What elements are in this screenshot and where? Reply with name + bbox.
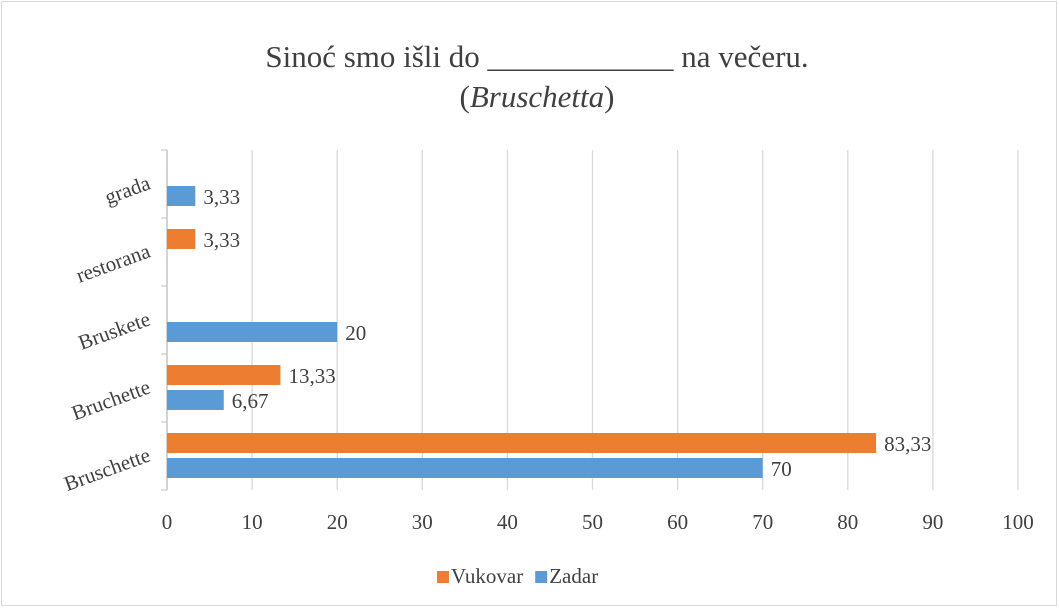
subtitle-part: (: [460, 79, 470, 114]
data-label: 83,33: [884, 432, 931, 456]
data-label: 3,33: [203, 185, 240, 209]
data-label: 13,33: [288, 364, 335, 388]
legend-swatch: [535, 571, 548, 583]
bar: [167, 186, 196, 206]
chart-subtitle: (Bruschetta): [460, 79, 615, 114]
subtitle-part: ): [604, 79, 614, 114]
x-tick-label: 50: [582, 510, 603, 534]
x-tick-label: 20: [327, 510, 348, 534]
x-tick-label: 0: [162, 510, 173, 534]
x-tick-label: 60: [667, 510, 688, 534]
x-tick-label: 40: [497, 510, 518, 534]
bar: [167, 229, 196, 249]
chart-title: Sinoć smo išli do ____________ na večeru…: [265, 39, 808, 74]
data-label: 70: [771, 457, 792, 481]
x-tick-label: 100: [1002, 510, 1034, 534]
bar: [167, 365, 281, 385]
x-tick-label: 30: [412, 510, 433, 534]
x-tick-label: 10: [242, 510, 263, 534]
legend-swatch: [437, 571, 449, 583]
x-tick-label: 90: [922, 510, 943, 534]
data-label: 3,33: [203, 228, 240, 252]
legend: Vukovar Zadar: [437, 564, 598, 588]
x-tick-label: 70: [752, 510, 773, 534]
x-tick-label: 80: [837, 510, 858, 534]
bar: [167, 458, 763, 478]
data-label: 20: [345, 321, 366, 345]
legend-label: Vukovar: [451, 564, 523, 588]
bar: [167, 433, 877, 453]
subtitle-part: Bruschetta: [470, 79, 604, 114]
bar: [167, 322, 338, 342]
bar: [167, 390, 224, 410]
legend-label: Zadar: [549, 564, 598, 588]
data-label: 6,67: [232, 389, 269, 413]
